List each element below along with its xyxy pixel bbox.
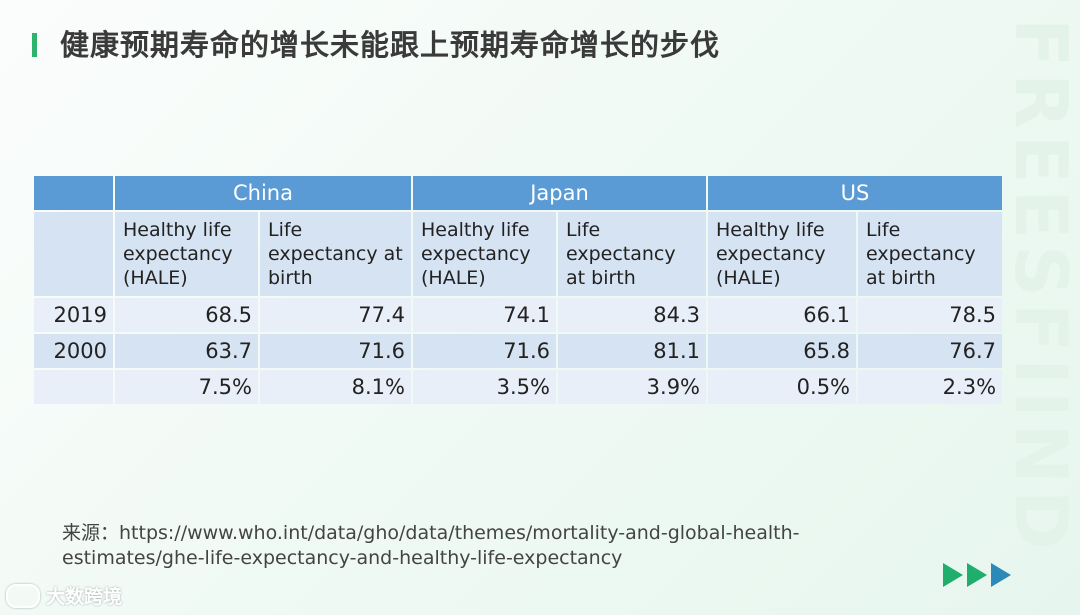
table-cell: 3.9% [558,370,707,404]
source-note: 来源：https://www.who.int/data/gho/data/the… [62,522,800,569]
table-cell: 74.1 [413,298,556,332]
table-cell: 63.7 [115,334,258,368]
table-cell: 78.5 [858,298,1003,332]
logo-icon [6,583,40,608]
group-header-china: China [115,176,411,210]
next-arrows [943,563,1011,587]
arrow-right-icon [943,563,963,587]
table-cell: 77.4 [260,298,411,332]
table-cell: 7.5% [115,370,258,404]
group-header-us: US [708,176,1003,210]
table-cell: 0.5% [708,370,857,404]
table-row: 2000 63.7 71.6 71.6 81.1 65.8 76.7 [34,334,1003,368]
subheader-cell: Healthy life expectancy (HALE) [115,212,258,296]
row-label [34,370,113,404]
table-cell: 65.8 [708,334,857,368]
table-row: 7.5% 8.1% 3.5% 3.9% 0.5% 2.3% [34,370,1003,404]
table-cell: 84.3 [558,298,707,332]
life-expectancy-table: China Japan US Healthy life expectancy (… [32,174,1004,406]
subheader-cell: Life expectancy at birth [260,212,411,296]
subheader-cell: Life expectancy at birth [858,212,1003,296]
title-accent-bar [32,33,37,57]
page-title: 健康预期寿命的增长未能跟上预期寿命增长的步伐 [60,28,721,62]
row-label: 2019 [34,298,113,332]
table-cell: 81.1 [558,334,707,368]
brand-logo: 大数跨境 [6,582,122,609]
corner-cell [34,212,113,296]
table-cell: 66.1 [708,298,857,332]
table-cell: 76.7 [858,334,1003,368]
table-cell: 71.6 [413,334,556,368]
group-header-row: China Japan US [34,176,1003,210]
corner-cell [34,176,113,210]
subheader-cell: Healthy life expectancy (HALE) [413,212,556,296]
arrow-right-icon [991,563,1011,587]
logo-text: 大数跨境 [46,586,123,608]
table-cell: 8.1% [260,370,411,404]
subheader-row: Healthy life expectancy (HALE) Life expe… [34,212,1003,296]
table-cell: 3.5% [413,370,556,404]
arrow-right-icon [967,563,987,587]
table-cell: 2.3% [858,370,1003,404]
subheader-cell: Life expectancy at birth [558,212,707,296]
table-cell: 71.6 [260,334,411,368]
subheader-cell: Healthy life expectancy (HALE) [708,212,857,296]
table-cell: 68.5 [115,298,258,332]
group-header-japan: Japan [413,176,707,210]
table-row: 2019 68.5 77.4 74.1 84.3 66.1 78.5 [34,298,1003,332]
watermark: FREESFIIND [999,18,1080,556]
row-label: 2000 [34,334,113,368]
